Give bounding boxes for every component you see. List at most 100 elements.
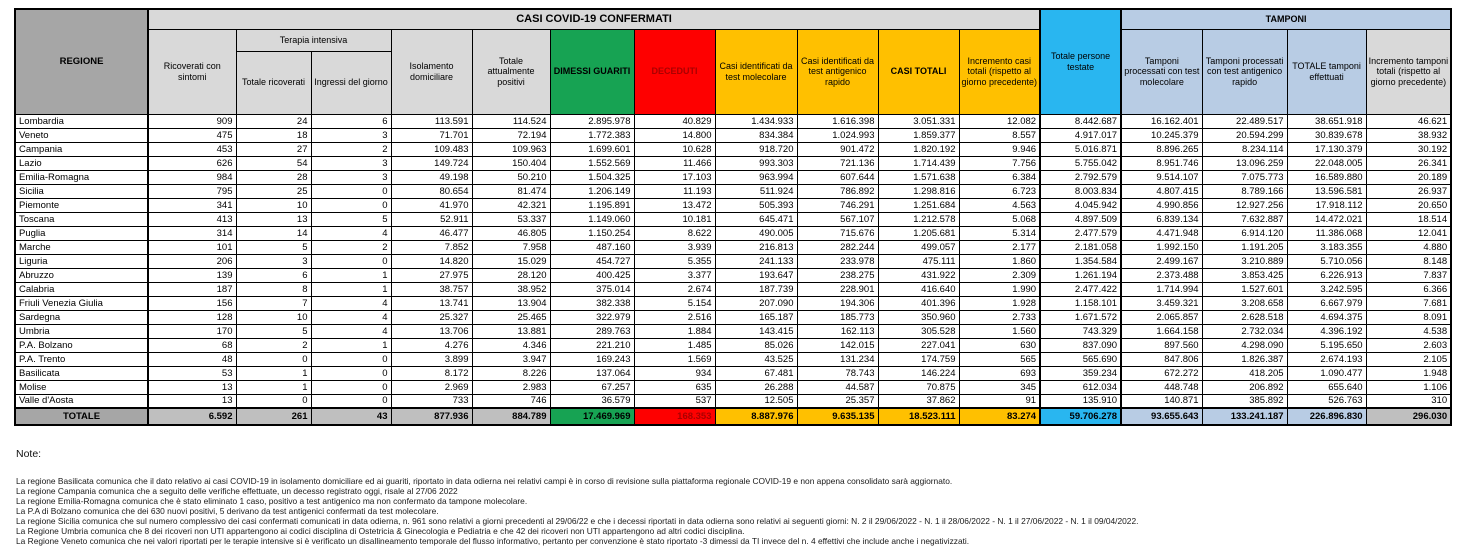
region-name: Lombardia: [14, 113, 149, 129]
table-cell: 4.694.375: [1286, 309, 1367, 325]
table-footer: TOTALE 6.592 261 43 877.936 884.789 17.469.969…: [14, 407, 1452, 426]
table-cell: 6.226.913: [1286, 267, 1367, 283]
table-cell: 1.251.684: [877, 197, 960, 213]
table-cell: 68: [147, 337, 237, 353]
table-cell: 142.015: [796, 337, 879, 353]
table-cell: 505.393: [714, 197, 798, 213]
table-cell: 834.384: [714, 127, 798, 143]
table-cell: 1.714.439: [877, 155, 960, 171]
table-cell: 1.671.572: [1039, 309, 1123, 325]
table-cell: 194.306: [796, 295, 879, 311]
totale-label: TOTALE: [14, 407, 149, 426]
table-cell: 4.897.509: [1039, 211, 1123, 227]
table-cell: 4.396.192: [1286, 323, 1367, 339]
table-cell: 984: [147, 169, 237, 185]
table-cell: 91: [958, 393, 1041, 409]
table-cell: 4.471.948: [1120, 225, 1203, 241]
table-cell: 4.538: [1365, 323, 1452, 339]
table-cell: 897.560: [1120, 337, 1203, 353]
region-name: Liguria: [14, 253, 149, 269]
table-cell: 14.472.021: [1286, 211, 1367, 227]
table-cell: 4: [310, 295, 392, 311]
table-cell: 2.499.167: [1120, 253, 1203, 269]
header-regione: REGIONE: [14, 8, 149, 115]
table-cell: 746: [471, 393, 551, 409]
table-cell: 4: [310, 225, 392, 241]
table-cell: 1.928: [958, 295, 1041, 311]
table-cell: 46.621: [1365, 113, 1452, 129]
table-cell: 2.516: [633, 309, 716, 325]
table-cell: 526.763: [1286, 393, 1367, 409]
table-cell: 2: [235, 337, 312, 353]
table-cell: 13.706: [390, 323, 473, 339]
table-cell: 475: [147, 127, 237, 143]
table-cell: 918.720: [714, 141, 798, 157]
table-cell: 1.261.194: [1039, 267, 1123, 283]
table-cell: 4: [310, 309, 392, 325]
table-cell: 901.472: [796, 141, 879, 157]
region-name: Campania: [14, 141, 149, 157]
table-cell: 1.860: [958, 253, 1041, 269]
table-cell: 1.820.192: [877, 141, 960, 157]
table-cell: 8.003.834: [1039, 183, 1123, 199]
table-row: Marche 101 5 2 7.852 7.958 487.160 3.939 216.813…: [14, 239, 1452, 255]
table-row: Veneto 475 18 3 71.701 72.194 1.772.383 14.800 8…: [14, 127, 1452, 143]
table-cell: 146.224: [877, 365, 960, 381]
header-incremento-casi: Incremento casi totali (rispetto al gior…: [958, 28, 1041, 115]
table-cell: 5.755.042: [1039, 155, 1123, 171]
table-cell: 7.756: [958, 155, 1041, 171]
table-row: Liguria 206 3 0 14.820 15.029 454.727 5.355 241.…: [14, 253, 1452, 269]
table-cell: 17.103: [633, 169, 716, 185]
table-cell: 221.210: [549, 337, 635, 353]
table-row: P.A. Trento 48 0 0 3.899 3.947 169.243 1.569 43.…: [14, 351, 1452, 367]
table-cell: 140.871: [1120, 393, 1203, 409]
table-cell: 565: [958, 351, 1041, 367]
table-cell: 67.481: [714, 365, 798, 381]
table-row: Piemonte 341 10 0 41.970 42.321 1.195.891 13.47…: [14, 197, 1452, 213]
table-cell: 169.243: [549, 351, 635, 367]
table-row: Sardegna 128 10 4 25.327 25.465 322.979 2.516 16…: [14, 309, 1452, 325]
table-cell: 416.640: [877, 281, 960, 297]
table-cell: 54: [235, 155, 312, 171]
table-cell: 36.579: [549, 393, 635, 409]
table-cell: 359.234: [1039, 365, 1123, 381]
table-cell: 1: [310, 281, 392, 297]
table-cell: 13: [147, 379, 237, 395]
region-name: Puglia: [14, 225, 149, 241]
table-cell: 5.355: [633, 253, 716, 269]
totale-cell: 133.241.187: [1201, 407, 1288, 426]
table-cell: 1.826.387: [1201, 351, 1288, 367]
table-cell: 72.194: [471, 127, 551, 143]
table-cell: 1.664.158: [1120, 323, 1203, 339]
table-cell: 52.911: [390, 211, 473, 227]
region-name: Veneto: [14, 127, 149, 143]
table-cell: 16.162.401: [1120, 113, 1203, 129]
table-cell: 7: [235, 295, 312, 311]
table-cell: 1.699.601: [549, 141, 635, 157]
totale-cell: 18.523.111: [877, 407, 960, 426]
region-name: Molise: [14, 379, 149, 395]
table-cell: 38.651.918: [1286, 113, 1367, 129]
table-cell: 187: [147, 281, 237, 297]
table-cell: 170: [147, 323, 237, 339]
table-cell: 12.041: [1365, 225, 1452, 241]
table-cell: 6.914.120: [1201, 225, 1288, 241]
totale-cell: 9.635.135: [796, 407, 879, 426]
table-cell: 6: [235, 267, 312, 283]
table-cell: 418.205: [1201, 365, 1288, 381]
table-cell: 1: [310, 337, 392, 353]
table-cell: 185.773: [796, 309, 879, 325]
table-cell: 2.065.857: [1120, 309, 1203, 325]
region-name: Calabria: [14, 281, 149, 297]
table-cell: 53.337: [471, 211, 551, 227]
table-cell: 15.029: [471, 253, 551, 269]
table-cell: 109.483: [390, 141, 473, 157]
table-cell: 193.647: [714, 267, 798, 283]
table-cell: 8.091: [1365, 309, 1452, 325]
table-cell: 3.377: [633, 267, 716, 283]
table-cell: 174.759: [877, 351, 960, 367]
table-cell: 3.208.658: [1201, 295, 1288, 311]
table-cell: 8.557: [958, 127, 1041, 143]
table-cell: 413: [147, 211, 237, 227]
table-cell: 17.130.379: [1286, 141, 1367, 157]
